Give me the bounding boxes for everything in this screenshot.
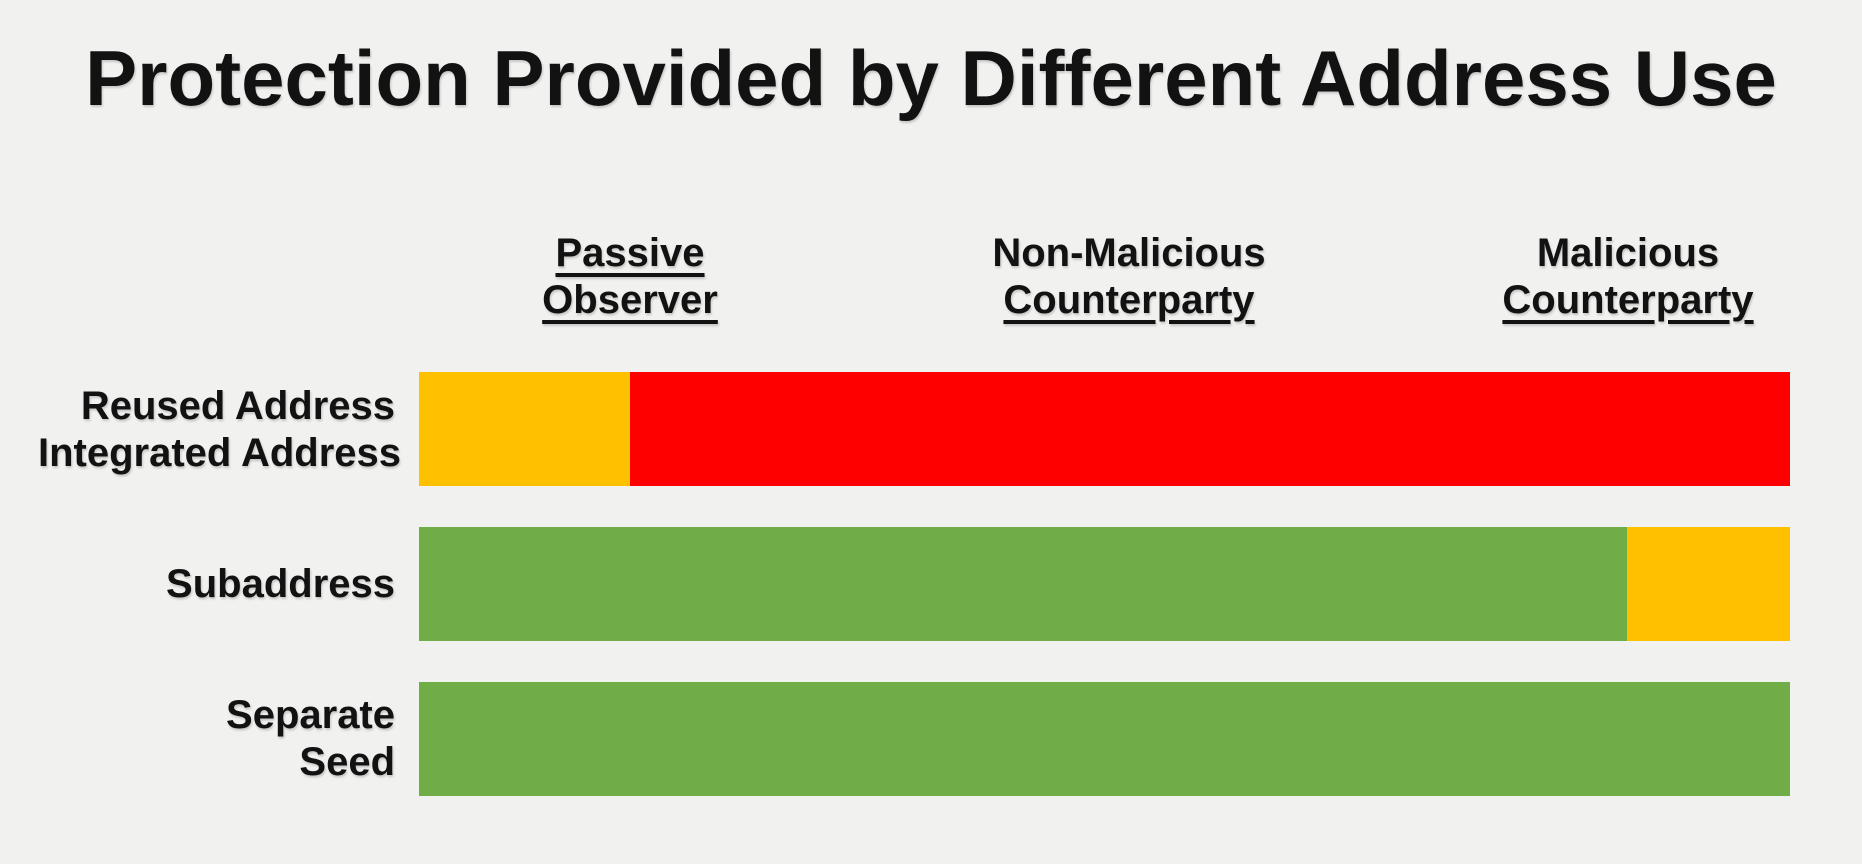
row-label-line: Reused Address bbox=[80, 384, 395, 428]
column-header-line: Non-Malicious bbox=[992, 231, 1266, 275]
column-header-line: Observer bbox=[542, 278, 718, 322]
bar-segment-green bbox=[419, 527, 1627, 641]
column-header-non-malicious-counterparty: Non-Malicious Counterparty bbox=[869, 230, 1389, 324]
bar-subaddress bbox=[419, 527, 1790, 641]
row-label-separate-seed: Separate Seed bbox=[38, 692, 395, 786]
row-label-reused-integrated-address: Reused Address Integrated Address bbox=[38, 383, 402, 477]
bar-segment-green bbox=[419, 682, 1790, 796]
row-label-subaddress: Subaddress bbox=[38, 561, 395, 608]
bar-reused-integrated-address bbox=[419, 372, 1790, 486]
column-header-line: Malicious bbox=[1536, 231, 1720, 275]
column-header-passive-observer: Passive Observer bbox=[370, 230, 890, 324]
row-label-line: Integrated Address bbox=[38, 431, 402, 475]
row-label-line: Separate bbox=[226, 693, 395, 737]
column-header-malicious-counterparty: Malicious Counterparty bbox=[1368, 230, 1862, 324]
page-title: Protection Provided by Different Address… bbox=[85, 34, 1777, 122]
column-header-line: Counterparty bbox=[1502, 278, 1754, 322]
bar-segment-yellow bbox=[419, 372, 631, 486]
row-label-line: Subaddress bbox=[166, 562, 395, 606]
bar-separate-seed bbox=[419, 682, 1790, 796]
column-header-line: Counterparty bbox=[1003, 278, 1255, 322]
bar-segment-red bbox=[630, 372, 1790, 486]
bar-segment-yellow bbox=[1626, 527, 1790, 641]
row-label-line: Seed bbox=[299, 740, 395, 784]
column-header-line: Passive bbox=[555, 231, 705, 275]
